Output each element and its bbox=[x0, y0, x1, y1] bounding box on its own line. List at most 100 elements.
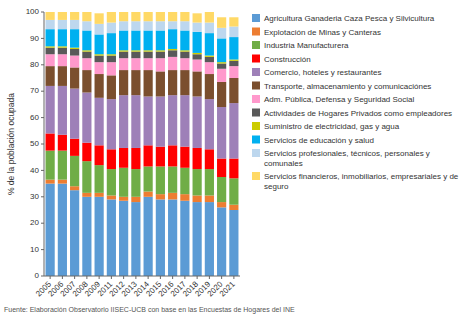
legend-label: Actividades de Hogares Privados como emp… bbox=[264, 109, 452, 118]
legend-swatch bbox=[252, 95, 260, 103]
x-tick bbox=[148, 276, 149, 279]
bar-segment bbox=[180, 58, 189, 70]
bar-segment bbox=[193, 32, 202, 53]
legend-label: Transporte, almacenamiento y comunicació… bbox=[264, 82, 431, 91]
bar-segment bbox=[46, 66, 55, 86]
legend-swatch bbox=[252, 28, 260, 36]
x-tick bbox=[221, 276, 222, 279]
y-tick bbox=[41, 12, 44, 13]
bar-segment bbox=[131, 30, 140, 50]
bar-segment bbox=[193, 202, 202, 276]
bar-segment bbox=[229, 66, 238, 78]
bar-segment bbox=[70, 56, 79, 68]
bar-segment bbox=[95, 34, 104, 54]
bar-segment bbox=[70, 89, 79, 139]
bar-segment bbox=[95, 145, 104, 165]
bar-segment bbox=[205, 57, 214, 62]
bar-segment bbox=[156, 52, 165, 59]
bar-segment bbox=[156, 30, 165, 50]
bar-segment bbox=[205, 195, 214, 202]
x-axis-line bbox=[44, 276, 240, 277]
x-tick bbox=[233, 276, 234, 279]
bar-segment bbox=[205, 56, 214, 57]
bar-segment bbox=[82, 93, 91, 143]
bar-segment bbox=[144, 192, 153, 197]
bar-segment bbox=[107, 56, 116, 63]
bar-segment bbox=[205, 202, 214, 276]
y-tick-label: 50 bbox=[30, 139, 39, 148]
bar-segment bbox=[46, 86, 55, 134]
bar-segment bbox=[193, 96, 202, 147]
bar-segment bbox=[217, 69, 226, 82]
y-tick bbox=[41, 91, 44, 92]
bar-segment bbox=[46, 29, 55, 46]
bar-segment bbox=[217, 177, 226, 202]
legend-label: Suministro de electricidad, gas y agua bbox=[264, 122, 400, 131]
bar-segment bbox=[70, 156, 79, 186]
bar-segment bbox=[168, 21, 177, 29]
legend-label: Servicios profesionales, técnicos, perso… bbox=[264, 149, 430, 168]
bars bbox=[46, 12, 239, 276]
bar-segment bbox=[229, 27, 238, 38]
bar-segment bbox=[82, 21, 91, 30]
bar-segment bbox=[229, 17, 238, 26]
bar-segment bbox=[156, 21, 165, 30]
bar-segment bbox=[205, 169, 214, 195]
bar-segment bbox=[193, 13, 202, 22]
legend-label: Comercio, hoteles y restaurantes bbox=[264, 68, 381, 77]
series bbox=[46, 29, 239, 62]
bar-segment bbox=[168, 70, 177, 95]
bar-segment bbox=[70, 139, 79, 156]
bar-segment bbox=[144, 21, 153, 30]
bar-segment bbox=[229, 103, 238, 158]
bar-segment bbox=[193, 148, 202, 169]
y-tick-label: 0 bbox=[35, 271, 40, 280]
legend-label: Agricultura Ganaderia Caza Pesca y Silvi… bbox=[264, 14, 435, 23]
bar-segment bbox=[144, 145, 153, 166]
x-tick-label: 2021 bbox=[218, 279, 237, 298]
bar-segment bbox=[193, 169, 202, 195]
bar-segment bbox=[119, 50, 128, 51]
bar-segment bbox=[119, 197, 128, 201]
bar-segment bbox=[168, 29, 177, 49]
bar-segment bbox=[95, 197, 104, 276]
bar-segment bbox=[82, 70, 91, 92]
legend: Agricultura Ganaderia Caza Pesca y Silvi… bbox=[252, 14, 459, 191]
bar-segment bbox=[58, 151, 67, 180]
bar-segment bbox=[131, 202, 140, 276]
bar-segment bbox=[119, 12, 128, 21]
bar-segment bbox=[229, 61, 238, 66]
bar-segment bbox=[119, 148, 128, 168]
bar-segment bbox=[107, 99, 116, 149]
bar-segment bbox=[82, 50, 91, 51]
bar-segment bbox=[46, 180, 55, 184]
legend-label: Industria Manufacturera bbox=[264, 41, 349, 50]
bar-segment bbox=[131, 169, 140, 197]
series bbox=[46, 54, 239, 82]
bar-segment bbox=[156, 50, 165, 51]
bar-segment bbox=[107, 62, 116, 75]
bar-segment bbox=[156, 12, 165, 21]
x-tick bbox=[86, 276, 87, 279]
bar-segment bbox=[193, 60, 202, 72]
x-tick bbox=[197, 276, 198, 279]
bar-segment bbox=[95, 165, 104, 193]
bar-segment bbox=[46, 20, 55, 29]
bar-segment bbox=[180, 70, 189, 95]
x-tick bbox=[172, 276, 173, 279]
bar-segment bbox=[58, 180, 67, 184]
bar-segment bbox=[168, 49, 177, 50]
bar-segment bbox=[46, 151, 55, 180]
bar-segment bbox=[229, 178, 238, 204]
bar-segment bbox=[131, 52, 140, 59]
bar-segment bbox=[58, 29, 67, 46]
bar-segment bbox=[168, 193, 177, 200]
bar-segment bbox=[119, 201, 128, 276]
y-tick bbox=[41, 144, 44, 145]
bar-segment bbox=[144, 30, 153, 50]
legend-label: Servicios de educación y salud bbox=[264, 136, 374, 145]
bar-segment bbox=[144, 70, 153, 96]
bar-segment bbox=[168, 57, 177, 70]
bar-segment bbox=[131, 58, 140, 70]
bar-segment bbox=[95, 74, 104, 98]
